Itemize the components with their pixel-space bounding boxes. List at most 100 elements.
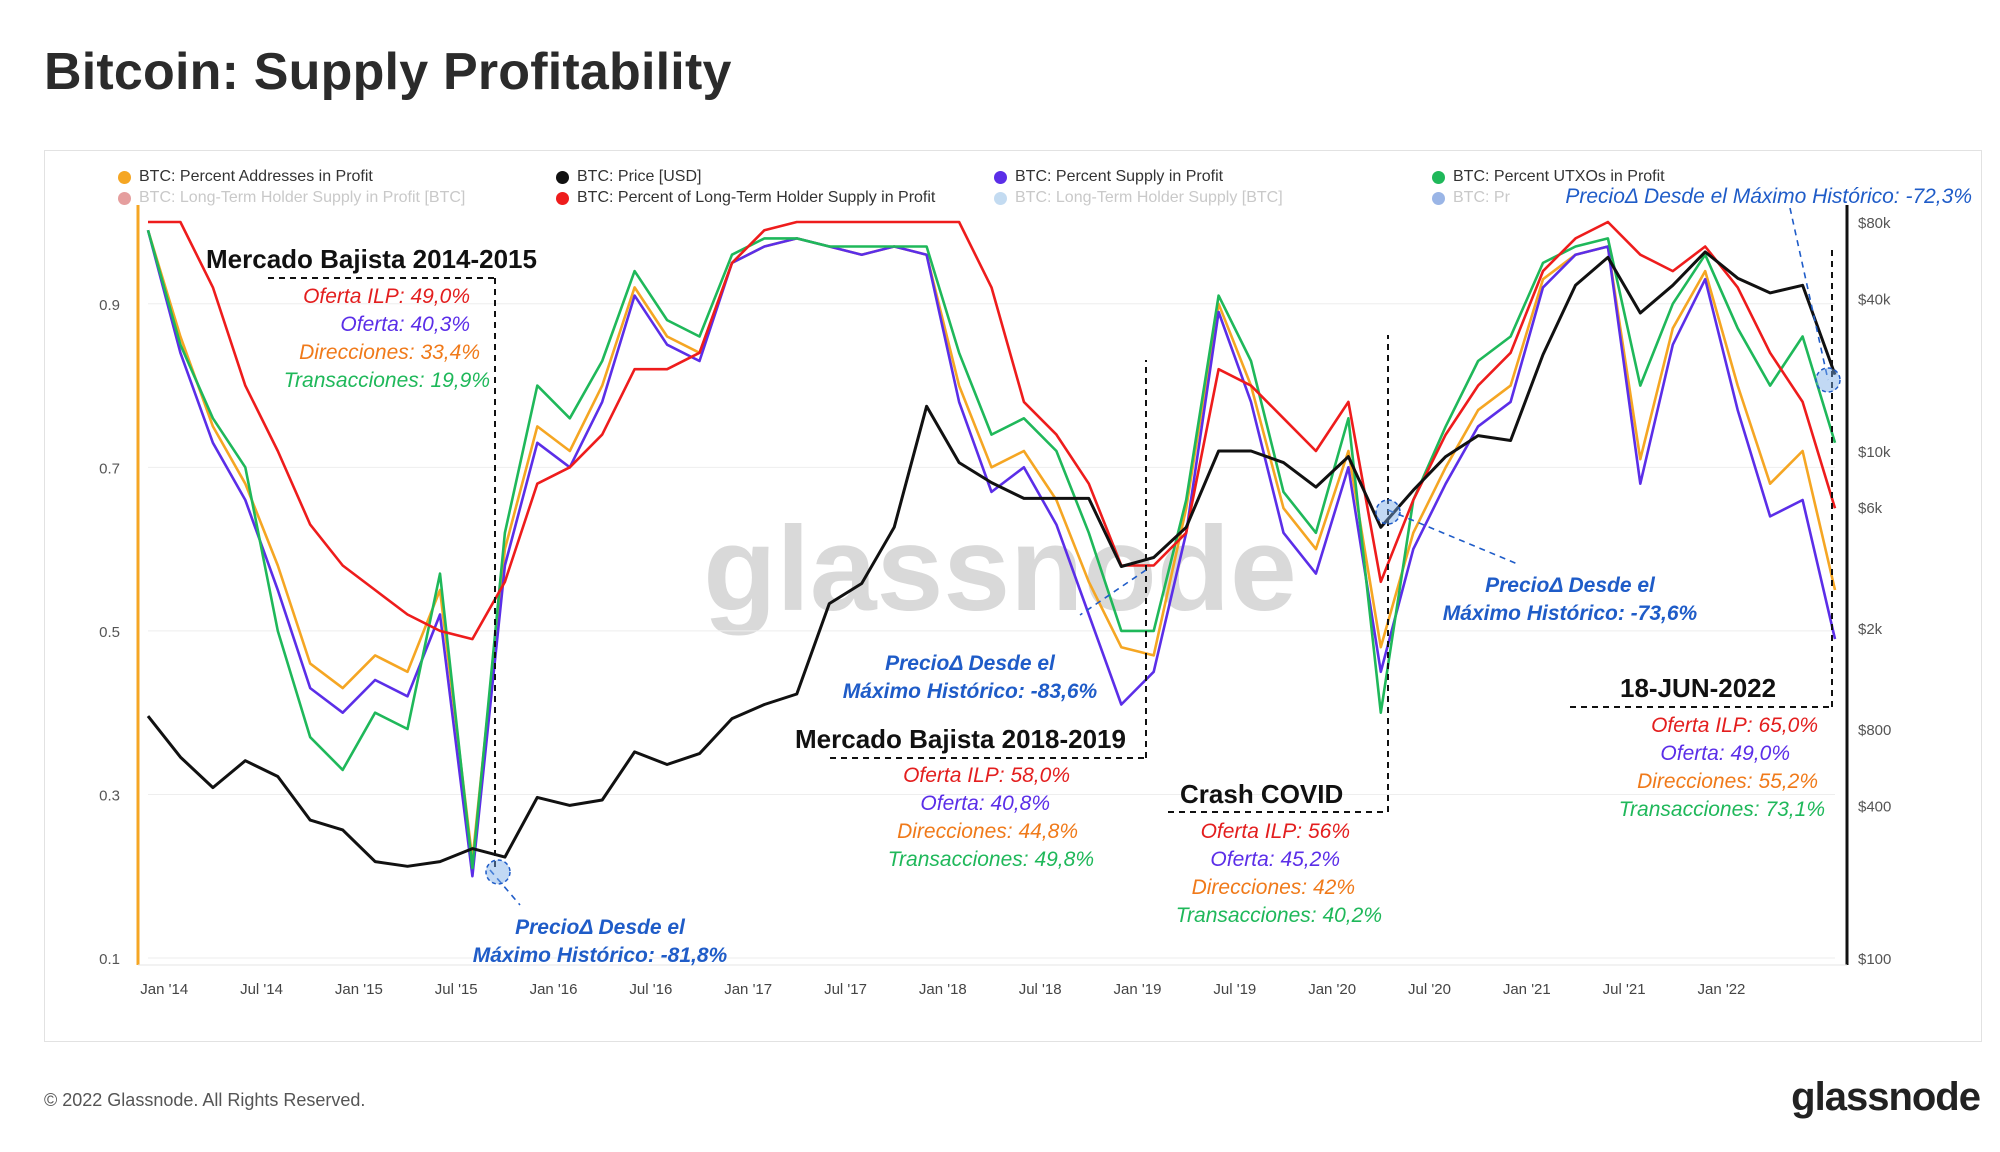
y2-tick-label: $800 <box>1858 722 1891 739</box>
y2-tick-label: $80k <box>1858 215 1891 232</box>
legend-dot-icon <box>118 191 131 205</box>
legend-label: BTC: Percent Addresses in Profit <box>139 168 373 185</box>
annotation-line: Oferta ILP: 65,0% <box>1651 714 1818 737</box>
annotation-heading: Crash COVID <box>1180 779 1343 809</box>
y2-tick-label: $2k <box>1858 621 1883 638</box>
copyright-footer: © 2022 Glassnode. All Rights Reserved. <box>44 1090 366 1110</box>
x-tick-label: Jan '18 <box>919 981 967 998</box>
annotation-line: Oferta: 40,3% <box>340 313 470 336</box>
page-title: Bitcoin: Supply Profitability <box>44 43 732 101</box>
annotation-line: Oferta: 40,8% <box>920 792 1050 815</box>
x-tick-label: Jan '20 <box>1308 981 1356 998</box>
legend-dot-icon <box>556 170 569 184</box>
x-tick-label: Jan '16 <box>530 981 578 998</box>
annotation-line: Direcciones: 55,2% <box>1637 770 1818 793</box>
legend-dot-icon <box>1432 170 1445 184</box>
drawdown-callout-2022: PrecioΔ Desde el Máximo Histórico: -72,3… <box>1565 185 1972 208</box>
x-tick-label: Jan '15 <box>335 981 383 998</box>
drawdown-line: PrecioΔ Desde el <box>885 652 1056 675</box>
drawdown-line: Máximo Histórico: -73,6% <box>1443 602 1698 625</box>
y2-tick-label: $40k <box>1858 291 1891 308</box>
y-tick-label: 0.9 <box>99 297 120 314</box>
x-tick-label: Jul '15 <box>435 981 478 998</box>
axes <box>136 205 1849 966</box>
x-tick-label: Jul '18 <box>1019 981 1062 998</box>
annotation-line: Transacciones: 19,9% <box>284 369 490 392</box>
annotation-covid-crash: Crash COVID Oferta ILP: 56% Oferta: 45,2… <box>1176 779 1382 927</box>
annotation-dashes <box>268 207 1841 906</box>
legend-label: BTC: Percent of Long-Term Holder Supply … <box>577 189 936 206</box>
annotation-line: Direcciones: 33,4% <box>299 341 480 364</box>
glassnode-logo: glassnode <box>1791 1075 1981 1119</box>
annotation-line: Transacciones: 40,2% <box>1176 904 1382 927</box>
drawdown-marker <box>1375 499 1401 525</box>
y2-tick-label: $100 <box>1858 951 1891 968</box>
y2-tick-label: $10k <box>1858 444 1891 461</box>
y2-tick-label: $400 <box>1858 798 1891 815</box>
annotation-line: Oferta ILP: 56% <box>1201 820 1350 843</box>
legend-dot-icon <box>994 170 1007 184</box>
y2-tick-label: $6k <box>1858 500 1883 517</box>
drawdown-callout-2015: PrecioΔ Desde el Máximo Histórico: -81,8… <box>473 916 728 967</box>
legend-label: BTC: Percent UTXOs in Profit <box>1453 168 1665 185</box>
annotation-guide <box>1079 569 1147 616</box>
annotation-line: Transacciones: 49,8% <box>888 848 1094 871</box>
legend-item-utxos[interactable]: BTC: Percent UTXOs in Profit <box>1432 168 1665 186</box>
annotation-bear-2014: Mercado Bajista 2014-2015 Oferta ILP: 49… <box>206 244 537 392</box>
annotation-line: Transacciones: 73,1% <box>1619 798 1825 821</box>
legend-item-addresses[interactable]: BTC: Percent Addresses in Profit <box>118 168 373 186</box>
x-tick-label: Jul '19 <box>1213 981 1256 998</box>
x-axis-ticks: Jan '14 Jul '14 Jan '15 Jul '15 Jan '16 Jul '… <box>140 981 1745 998</box>
drawdown-callout-2018: PrecioΔ Desde el Máximo Histórico: -83,6… <box>843 652 1098 703</box>
annotation-guide <box>1789 207 1829 381</box>
legend-dot-icon <box>556 191 569 205</box>
legend-dot-icon <box>994 191 1007 205</box>
y-tick-label: 0.3 <box>99 787 120 804</box>
watermark: glassnode <box>703 502 1297 636</box>
left-axis-ticks: 0.1 0.3 0.5 0.7 0.9 <box>99 297 120 968</box>
x-tick-label: Jan '14 <box>140 981 188 998</box>
legend-item-supply[interactable]: BTC: Percent Supply in Profit <box>994 168 1223 186</box>
annotation-line: Direcciones: 42% <box>1192 876 1355 899</box>
annotation-heading: 18-JUN-2022 <box>1620 673 1776 703</box>
legend-label: BTC: Long-Term Holder Supply [BTC] <box>1015 189 1283 206</box>
legend-item-lth-percent[interactable]: BTC: Percent of Long-Term Holder Supply … <box>556 189 935 207</box>
drawdown-marker <box>485 859 511 885</box>
legend-dot-icon <box>1432 191 1445 205</box>
legend-item-price-drawdown[interactable]: BTC: Pr <box>1432 189 1510 207</box>
x-tick-label: Jul '17 <box>824 981 867 998</box>
legend-label: BTC: Price [USD] <box>577 168 702 185</box>
x-tick-label: Jul '20 <box>1408 981 1451 998</box>
legend-label: BTC: Percent Supply in Profit <box>1015 168 1224 185</box>
x-tick-label: Jul '16 <box>629 981 672 998</box>
annotation-line: Direcciones: 44,8% <box>897 820 1078 843</box>
annotation-line: Oferta ILP: 58,0% <box>903 764 1070 787</box>
drawdown-line: PrecioΔ Desde el <box>1485 574 1656 597</box>
x-tick-label: Jul '21 <box>1603 981 1646 998</box>
annotation-line: Oferta: 49,0% <box>1660 742 1790 765</box>
annotation-heading: Mercado Bajista 2014-2015 <box>206 244 537 274</box>
drawdown-marker <box>1815 367 1841 393</box>
y-tick-label: 0.7 <box>99 460 120 477</box>
series-lines <box>146 220 1837 878</box>
x-tick-label: Jul '14 <box>240 981 283 998</box>
annotation-bear-2018: Mercado Bajista 2018-2019 Oferta ILP: 58… <box>795 724 1126 871</box>
drawdown-line: PrecioΔ Desde el Máximo Histórico: -72,3… <box>1565 185 1972 208</box>
drawdown-line: Máximo Histórico: -81,8% <box>473 944 728 967</box>
annotation-line: Oferta ILP: 49,0% <box>303 285 470 308</box>
y-tick-label: 0.5 <box>99 624 120 641</box>
annotation-guide <box>1387 509 1521 566</box>
legend-item-lth-supply[interactable]: BTC: Long-Term Holder Supply [BTC] <box>994 189 1283 207</box>
legend-item-lth-supply-profit[interactable]: BTC: Long-Term Holder Supply in Profit [… <box>118 189 465 207</box>
x-tick-label: Jan '22 <box>1697 981 1745 998</box>
legend-dot-icon <box>118 170 131 184</box>
annotation-jun-2022: 18-JUN-2022 Oferta ILP: 65,0% Oferta: 49… <box>1619 673 1825 821</box>
x-tick-label: Jan '19 <box>1114 981 1162 998</box>
legend-item-price[interactable]: BTC: Price [USD] <box>556 168 701 186</box>
y-tick-label: 0.1 <box>99 951 120 968</box>
drawdown-line: Máximo Histórico: -83,6% <box>843 680 1098 703</box>
x-tick-label: Jan '21 <box>1503 981 1551 998</box>
legend-label: BTC: Pr <box>1453 189 1510 206</box>
legend-label: BTC: Long-Term Holder Supply in Profit [… <box>139 189 466 206</box>
drawdown-callout-2020: PrecioΔ Desde el Máximo Histórico: -73,6… <box>1443 574 1698 625</box>
